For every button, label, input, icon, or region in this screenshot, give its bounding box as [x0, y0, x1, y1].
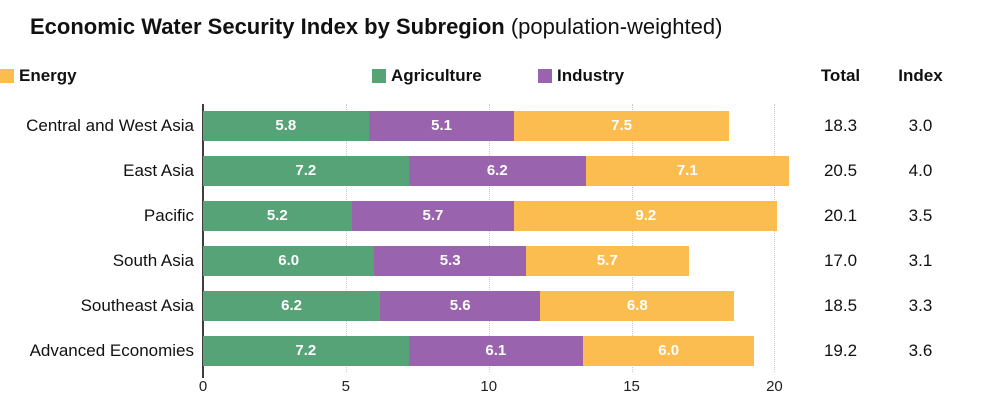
- table-row: Advanced Economies 7.2 6.1 6.0 19.2 3.6: [0, 328, 983, 373]
- row-label: East Asia: [123, 160, 194, 180]
- bar-value-label: 6.2: [281, 297, 302, 314]
- bar-value-label: 7.1: [676, 162, 698, 179]
- index-value: 3.0: [908, 115, 933, 135]
- industry-swatch-icon: [538, 69, 552, 83]
- bar-segment-industry: 5.7: [351, 200, 515, 231]
- bar-segment-industry: 5.3: [374, 245, 526, 276]
- bar-value-label: 9.2: [635, 207, 657, 224]
- bar-area: 7.2 6.1 6.0: [203, 335, 803, 366]
- bar-value-label: 7.5: [611, 117, 632, 134]
- bar-segment-industry: 6.1: [408, 335, 583, 366]
- bar-segment-industry: 6.2: [408, 155, 586, 186]
- table-row: South Asia 6.0 5.3 5.7 17.0 3.1: [0, 238, 983, 283]
- x-tick-label: 15: [623, 378, 640, 395]
- bar-value-label: 6.0: [278, 252, 300, 269]
- row-label: Central and West Asia: [26, 115, 194, 135]
- bar-value-label: 5.1: [431, 117, 452, 134]
- total-value: 19.2: [823, 340, 858, 360]
- bar-segment-industry: 5.1: [368, 110, 515, 141]
- total-value: 18.5: [823, 295, 858, 315]
- bar-value-label: 5.7: [422, 207, 444, 224]
- table-row: East Asia 7.2 6.2 7.1 20.5 4.0: [0, 148, 983, 193]
- bar-value-label: 7.2: [295, 162, 317, 179]
- bar-segment-energy: 6.8: [540, 290, 735, 321]
- index-value: 4.0: [908, 160, 933, 180]
- bar-area: 5.8 5.1 7.5: [203, 110, 803, 141]
- bar-segment-energy: 7.1: [585, 155, 789, 186]
- agriculture-swatch-icon: [372, 69, 386, 83]
- bar-area: 6.0 5.3 5.7: [203, 245, 803, 276]
- gridline: [631, 104, 633, 372]
- bar-value-label: 6.1: [485, 342, 507, 359]
- column-header-index: Index: [898, 66, 943, 85]
- bar-segment-energy: 5.7: [525, 245, 689, 276]
- bar-segment-industry: 5.6: [380, 290, 541, 321]
- rows: Central and West Asia 5.8 5.1 7.5 18.3 3.0…: [0, 103, 983, 373]
- x-tick-label: 10: [480, 378, 498, 395]
- bar-segment-agriculture: 5.2: [203, 200, 352, 231]
- legend-label: Energy: [19, 66, 77, 85]
- total-value: 20.5: [823, 160, 858, 180]
- legend-label: Industry: [557, 66, 625, 85]
- bar-segment-energy: 6.0: [582, 335, 755, 366]
- bar-segment-agriculture: 7.2: [203, 335, 409, 366]
- grid-overlay: [202, 104, 803, 378]
- gridline: [488, 104, 490, 372]
- bar-segment-agriculture: 6.2: [203, 290, 381, 321]
- bar-value-label: 6.2: [486, 162, 508, 179]
- bar-value-label: 5.6: [449, 297, 471, 314]
- row-label: Pacific: [143, 205, 194, 225]
- table-row: Southeast Asia 6.2 5.6 6.8 18.5 3.3: [0, 283, 983, 328]
- chart-title: Economic Water Security Index by Subregi…: [30, 14, 722, 40]
- bar-area: 6.2 5.6 6.8: [203, 290, 803, 321]
- energy-swatch-icon: [0, 69, 14, 83]
- legend-item-energy: Energy: [0, 66, 77, 86]
- bar-segment-agriculture: 6.0: [203, 245, 375, 276]
- bar-value-label: 5.8: [275, 117, 297, 134]
- bar-value-label: 5.3: [439, 252, 461, 269]
- legend-item-agriculture: Agriculture: [372, 66, 482, 86]
- bar-segment-agriculture: 7.2: [203, 155, 409, 186]
- total-value: 17.0: [823, 250, 858, 270]
- table-row: Central and West Asia 5.8 5.1 7.5 18.3 3.0: [0, 103, 983, 148]
- y-axis-line: [202, 104, 204, 378]
- row-label: Southeast Asia: [80, 295, 194, 315]
- bar-segment-agriculture: 5.8: [203, 110, 369, 141]
- legend-item-industry: Industry: [538, 66, 624, 86]
- legend-label: Agriculture: [391, 66, 482, 85]
- gridline: [345, 104, 347, 372]
- x-tick-label: 20: [766, 378, 783, 395]
- bar-value-label: 5.7: [596, 252, 618, 269]
- x-axis: 0 5 10 15 20: [199, 378, 803, 398]
- column-header-total: Total: [820, 66, 861, 85]
- index-value: 3.6: [908, 340, 933, 360]
- chart-title-suffix: (population-weighted): [504, 14, 723, 39]
- bar-segment-energy: 7.5: [514, 110, 729, 141]
- bar-value-label: 6.0: [658, 342, 680, 359]
- gridline: [774, 104, 776, 372]
- x-tick-label: 0: [198, 378, 208, 395]
- x-tick-label: 5: [341, 378, 351, 395]
- total-value: 20.1: [823, 205, 858, 225]
- index-value: 3.3: [908, 295, 933, 315]
- chart-title-main: Economic Water Security Index by Subregi…: [30, 14, 505, 39]
- total-value: 18.3: [823, 115, 858, 135]
- index-value: 3.5: [908, 205, 933, 225]
- bar-value-label: 7.2: [295, 342, 317, 359]
- table-row: Pacific 5.2 5.7 9.2 20.1 3.5: [0, 193, 983, 238]
- row-label: South Asia: [112, 250, 194, 270]
- bar-value-label: 5.2: [266, 207, 288, 224]
- index-value: 3.1: [908, 250, 933, 270]
- bar-area: 5.2 5.7 9.2: [203, 200, 803, 231]
- bar-segment-energy: 9.2: [514, 200, 778, 231]
- bar-value-label: 6.8: [626, 297, 648, 314]
- row-label: Advanced Economies: [29, 340, 194, 360]
- bar-area: 7.2 6.2 7.1: [203, 155, 803, 186]
